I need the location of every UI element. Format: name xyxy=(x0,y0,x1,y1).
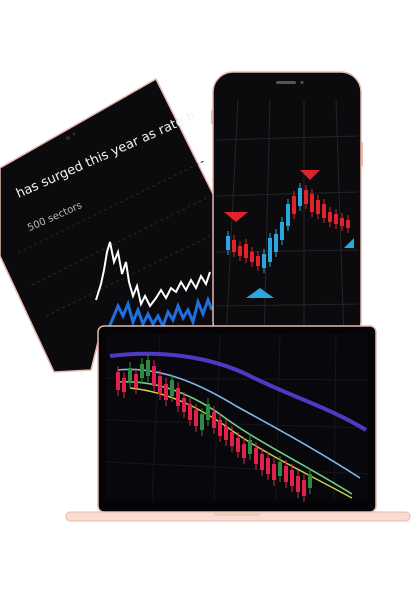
candle-body xyxy=(224,426,228,440)
candle-body xyxy=(212,412,216,428)
candle-body xyxy=(206,404,210,420)
tablet-camera xyxy=(66,132,76,140)
candle-body xyxy=(226,236,230,250)
candle-body xyxy=(230,432,234,446)
candle-body xyxy=(310,194,314,212)
candle-body xyxy=(284,466,288,482)
candle-body xyxy=(254,448,258,464)
candle-body xyxy=(290,470,294,486)
phone-buy-marker xyxy=(344,238,354,248)
candle-body xyxy=(122,378,126,392)
candle-body xyxy=(152,366,156,386)
candle-body xyxy=(328,212,332,222)
candle-body xyxy=(134,374,138,388)
candle-body xyxy=(308,474,312,488)
phone-camera xyxy=(300,81,304,84)
phone-buy-marker xyxy=(246,288,274,298)
candle-body xyxy=(164,384,168,400)
candle-body xyxy=(218,420,222,436)
candle-body xyxy=(116,372,120,390)
candle-body xyxy=(340,218,344,226)
candle-body xyxy=(250,252,254,262)
candle-body xyxy=(238,246,242,256)
candle-body xyxy=(304,190,308,204)
candle-body xyxy=(322,204,326,218)
candle-body xyxy=(266,458,270,474)
candle-body xyxy=(298,188,302,206)
candle-body xyxy=(236,438,240,452)
laptop xyxy=(65,325,411,522)
candle-body xyxy=(256,256,260,266)
candle-body xyxy=(278,462,282,476)
candle-body xyxy=(170,380,174,396)
laptop-notch xyxy=(214,512,260,516)
phone-sell-marker xyxy=(224,212,248,222)
candle-body xyxy=(272,464,276,480)
laptop-ma-purple xyxy=(109,351,368,432)
candle-body xyxy=(200,414,204,430)
candle-body xyxy=(194,410,198,426)
phone-sell-marker xyxy=(300,170,320,180)
candle-body xyxy=(292,196,296,214)
candle-body xyxy=(302,480,306,496)
phone-speaker xyxy=(276,81,296,84)
candle-body xyxy=(274,234,278,252)
laptop-grid xyxy=(105,333,369,501)
candle-body xyxy=(140,364,144,378)
candle-body xyxy=(296,476,300,492)
candle-body xyxy=(244,244,248,258)
candle-body xyxy=(346,220,350,228)
candle-body xyxy=(182,398,186,412)
candle-body xyxy=(128,368,132,382)
candle-body xyxy=(242,444,246,458)
candle-body xyxy=(334,214,338,224)
candle-body xyxy=(260,454,264,470)
candle-body xyxy=(268,238,272,262)
tablet-blue-line xyxy=(106,295,214,331)
candle-body xyxy=(232,240,236,252)
candle-body xyxy=(146,360,150,376)
laptop-candles xyxy=(116,354,312,502)
candle-body xyxy=(248,440,252,454)
phone-candles xyxy=(226,183,350,273)
tablet-white-line xyxy=(95,241,211,308)
candle-body xyxy=(262,254,266,268)
candle-body xyxy=(286,204,290,226)
candle-body xyxy=(280,222,284,240)
phone xyxy=(211,71,363,343)
candle-body xyxy=(316,200,320,214)
candle-body xyxy=(176,388,180,406)
candle-body xyxy=(158,376,162,394)
candle-body xyxy=(188,404,192,420)
